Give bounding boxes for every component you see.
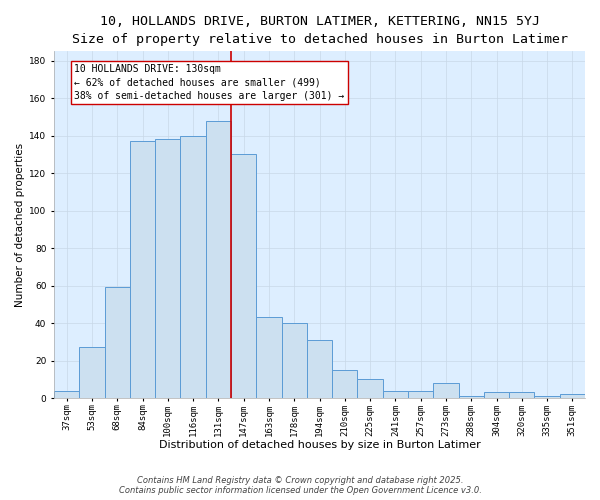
Title: 10, HOLLANDS DRIVE, BURTON LATIMER, KETTERING, NN15 5YJ
Size of property relativ: 10, HOLLANDS DRIVE, BURTON LATIMER, KETT… <box>71 15 568 46</box>
Bar <box>104 288 130 398</box>
Bar <box>130 142 155 398</box>
Bar <box>79 348 104 398</box>
Bar <box>535 396 560 398</box>
Text: Contains HM Land Registry data © Crown copyright and database right 2025.
Contai: Contains HM Land Registry data © Crown c… <box>119 476 481 495</box>
Text: 10 HOLLANDS DRIVE: 130sqm
← 62% of detached houses are smaller (499)
38% of semi: 10 HOLLANDS DRIVE: 130sqm ← 62% of detac… <box>74 64 344 101</box>
Bar <box>433 383 458 398</box>
Bar <box>54 390 79 398</box>
Bar <box>383 390 408 398</box>
Bar <box>307 340 332 398</box>
Bar <box>408 390 433 398</box>
Bar <box>560 394 585 398</box>
Bar <box>155 140 181 398</box>
Bar <box>256 318 281 398</box>
Bar <box>332 370 358 398</box>
Bar <box>181 136 206 398</box>
Bar <box>484 392 509 398</box>
Bar <box>509 392 535 398</box>
Y-axis label: Number of detached properties: Number of detached properties <box>15 142 25 306</box>
Bar <box>458 396 484 398</box>
Bar <box>231 154 256 398</box>
Bar <box>358 380 383 398</box>
X-axis label: Distribution of detached houses by size in Burton Latimer: Distribution of detached houses by size … <box>158 440 481 450</box>
Bar <box>281 323 307 398</box>
Bar <box>206 120 231 398</box>
